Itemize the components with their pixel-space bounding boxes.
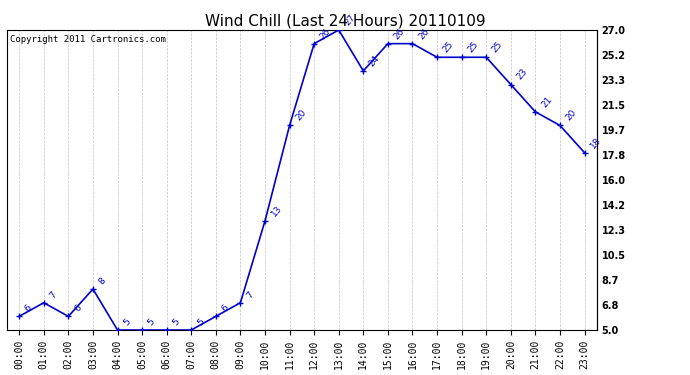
Text: 26: 26 <box>318 26 333 41</box>
Text: 18: 18 <box>589 135 603 150</box>
Text: 13: 13 <box>269 204 284 218</box>
Text: 25: 25 <box>491 40 504 54</box>
Text: 6: 6 <box>220 303 230 313</box>
Text: 25: 25 <box>466 40 480 54</box>
Text: 7: 7 <box>48 290 59 300</box>
Text: 6: 6 <box>23 303 34 313</box>
Text: 23: 23 <box>515 67 529 82</box>
Text: 20: 20 <box>564 108 578 123</box>
Text: 5: 5 <box>171 317 181 327</box>
Text: 26: 26 <box>392 26 406 41</box>
Text: 8: 8 <box>97 276 108 286</box>
Text: 24: 24 <box>368 54 382 68</box>
Text: 5: 5 <box>121 317 132 327</box>
Text: 7: 7 <box>244 290 255 300</box>
Text: 5: 5 <box>146 317 157 327</box>
Text: 6: 6 <box>72 303 83 313</box>
Text: 27: 27 <box>343 13 357 27</box>
Text: Wind Chill (Last 24 Hours) 20110109: Wind Chill (Last 24 Hours) 20110109 <box>205 13 485 28</box>
Text: 20: 20 <box>294 108 308 123</box>
Text: 26: 26 <box>417 26 431 41</box>
Text: 5: 5 <box>195 317 206 327</box>
Text: 21: 21 <box>540 94 554 109</box>
Text: 25: 25 <box>441 40 455 54</box>
Text: Copyright 2011 Cartronics.com: Copyright 2011 Cartronics.com <box>10 34 166 44</box>
